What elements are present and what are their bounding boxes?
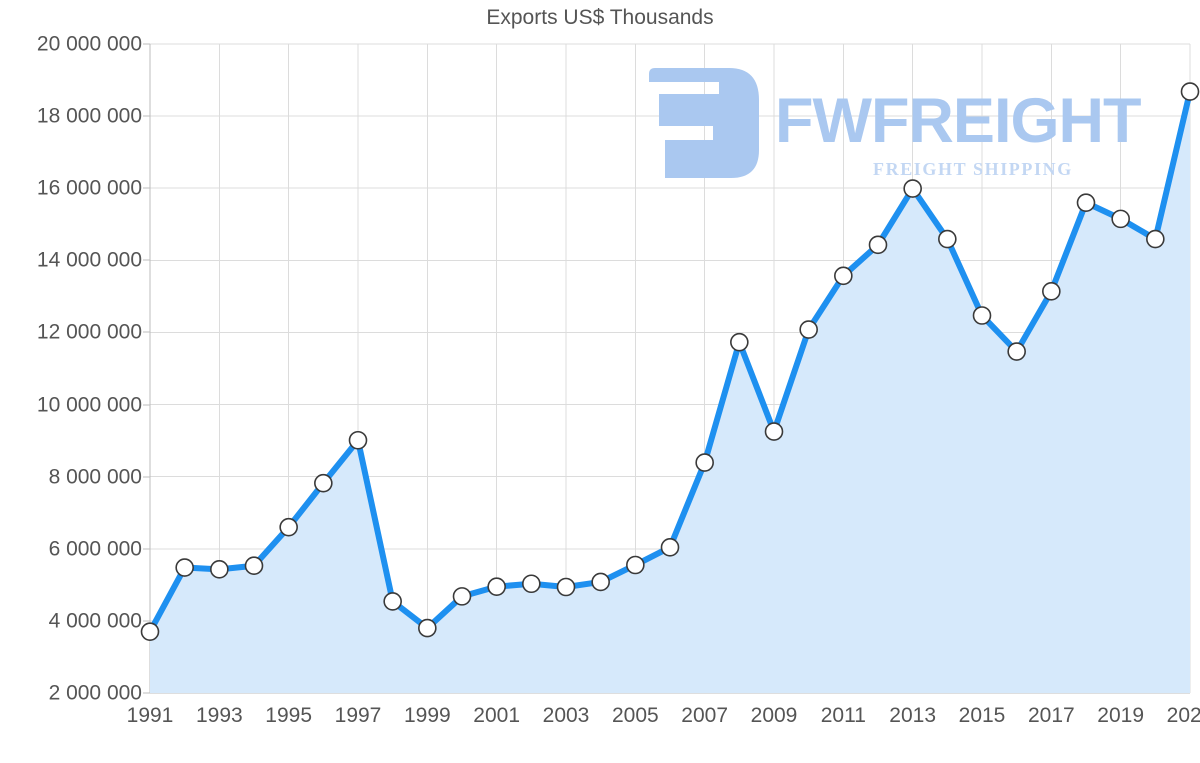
x-tick-label-1995: 1995: [265, 704, 313, 727]
y-tick-mark-14000000: [143, 259, 150, 261]
y-tick-label-10000000: 10 000 000: [36, 393, 142, 417]
data-point-2002[interactable]: [522, 574, 541, 594]
data-point-2011[interactable]: [834, 266, 853, 286]
data-point-markers[interactable]: [140, 82, 1200, 642]
plot-area: [140, 43, 1200, 694]
x-tick-label-2007: 2007: [681, 704, 729, 727]
x-tick-label-2005: 2005: [611, 704, 659, 727]
y-tick-mark-10000000: [143, 404, 150, 406]
y-tick-mark-16000000: [143, 187, 150, 189]
data-point-2007[interactable]: [695, 453, 714, 472]
data-point-1993[interactable]: [210, 560, 229, 579]
x-tick-label-2011: 2011: [820, 704, 866, 727]
x-tick-label-2019: 2019: [1097, 704, 1145, 727]
data-point-2019[interactable]: [1111, 209, 1130, 229]
data-point-2000[interactable]: [452, 587, 472, 606]
data-point-2016[interactable]: [1007, 342, 1026, 361]
data-point-2021[interactable]: [1180, 82, 1200, 101]
data-point-1992[interactable]: [175, 558, 194, 577]
data-point-2001[interactable]: [487, 577, 506, 596]
x-tick-label-2013: 2013: [889, 704, 937, 727]
area-fill: [150, 91, 1190, 694]
data-point-2005[interactable]: [626, 555, 645, 575]
data-point-1997[interactable]: [348, 430, 368, 450]
y-tick-mark-18000000: [143, 115, 150, 117]
y-tick-label-14000000: 14 000 000: [36, 248, 142, 272]
y-tick-mark-8000000: [143, 476, 150, 478]
y-tick-label-16000000: 16 000 000: [36, 176, 142, 200]
data-point-2006[interactable]: [660, 538, 680, 557]
data-point-2018[interactable]: [1076, 193, 1096, 212]
y-tick-label-12000000: 12 000 000: [36, 320, 142, 344]
data-point-2017[interactable]: [1042, 282, 1061, 301]
data-point-1996[interactable]: [314, 473, 333, 493]
y-tick-mark-2000000: [143, 692, 150, 694]
data-point-2009[interactable]: [764, 422, 784, 441]
y-tick-label-6000000: 6 000 000: [48, 537, 142, 561]
data-point-1994[interactable]: [244, 556, 264, 576]
y-tick-mark-6000000: [143, 548, 150, 550]
data-point-2003[interactable]: [556, 577, 576, 597]
chart-canvas: [140, 43, 1200, 694]
x-tick-label-2009: 2009: [750, 704, 798, 727]
x-tick-label-1999: 1999: [403, 704, 451, 727]
data-point-2004[interactable]: [591, 572, 610, 592]
y-tick-mark-4000000: [143, 620, 150, 622]
y-tick-mark-12000000: [143, 331, 150, 333]
x-tick-label-1993: 1993: [195, 704, 243, 727]
data-point-2020[interactable]: [1146, 229, 1165, 249]
x-tick-label-2001: 2001: [473, 704, 521, 727]
x-tick-label-2021: 2021: [1166, 704, 1200, 727]
data-point-2014[interactable]: [938, 229, 957, 249]
x-tick-label-2017: 2017: [1027, 704, 1075, 727]
data-point-2015[interactable]: [972, 306, 992, 325]
y-tick-label-18000000: 18 000 000: [36, 104, 142, 128]
data-point-1995[interactable]: [279, 517, 298, 537]
data-point-2012[interactable]: [868, 235, 888, 255]
data-point-1991[interactable]: [140, 622, 160, 642]
data-point-1998[interactable]: [383, 592, 402, 611]
data-point-2008[interactable]: [730, 332, 749, 352]
y-tick-label-8000000: 8 000 000: [48, 465, 142, 489]
y-tick-label-4000000: 4 000 000: [48, 609, 142, 633]
y-tick-label-20000000: 20 000 000: [36, 32, 142, 56]
data-point-2010[interactable]: [799, 320, 818, 339]
x-tick-label-2003: 2003: [542, 704, 590, 727]
data-point-2013[interactable]: [903, 179, 922, 198]
y-tick-mark-20000000: [143, 43, 150, 45]
y-tick-label-2000000: 2 000 000: [48, 681, 142, 705]
chart-title: Exports US$ Thousands: [486, 6, 714, 29]
data-point-1999[interactable]: [418, 618, 437, 638]
x-tick-label-1991: 1991: [126, 704, 174, 727]
x-tick-label-2015: 2015: [958, 704, 1006, 727]
x-tick-label-1997: 1997: [334, 704, 382, 727]
